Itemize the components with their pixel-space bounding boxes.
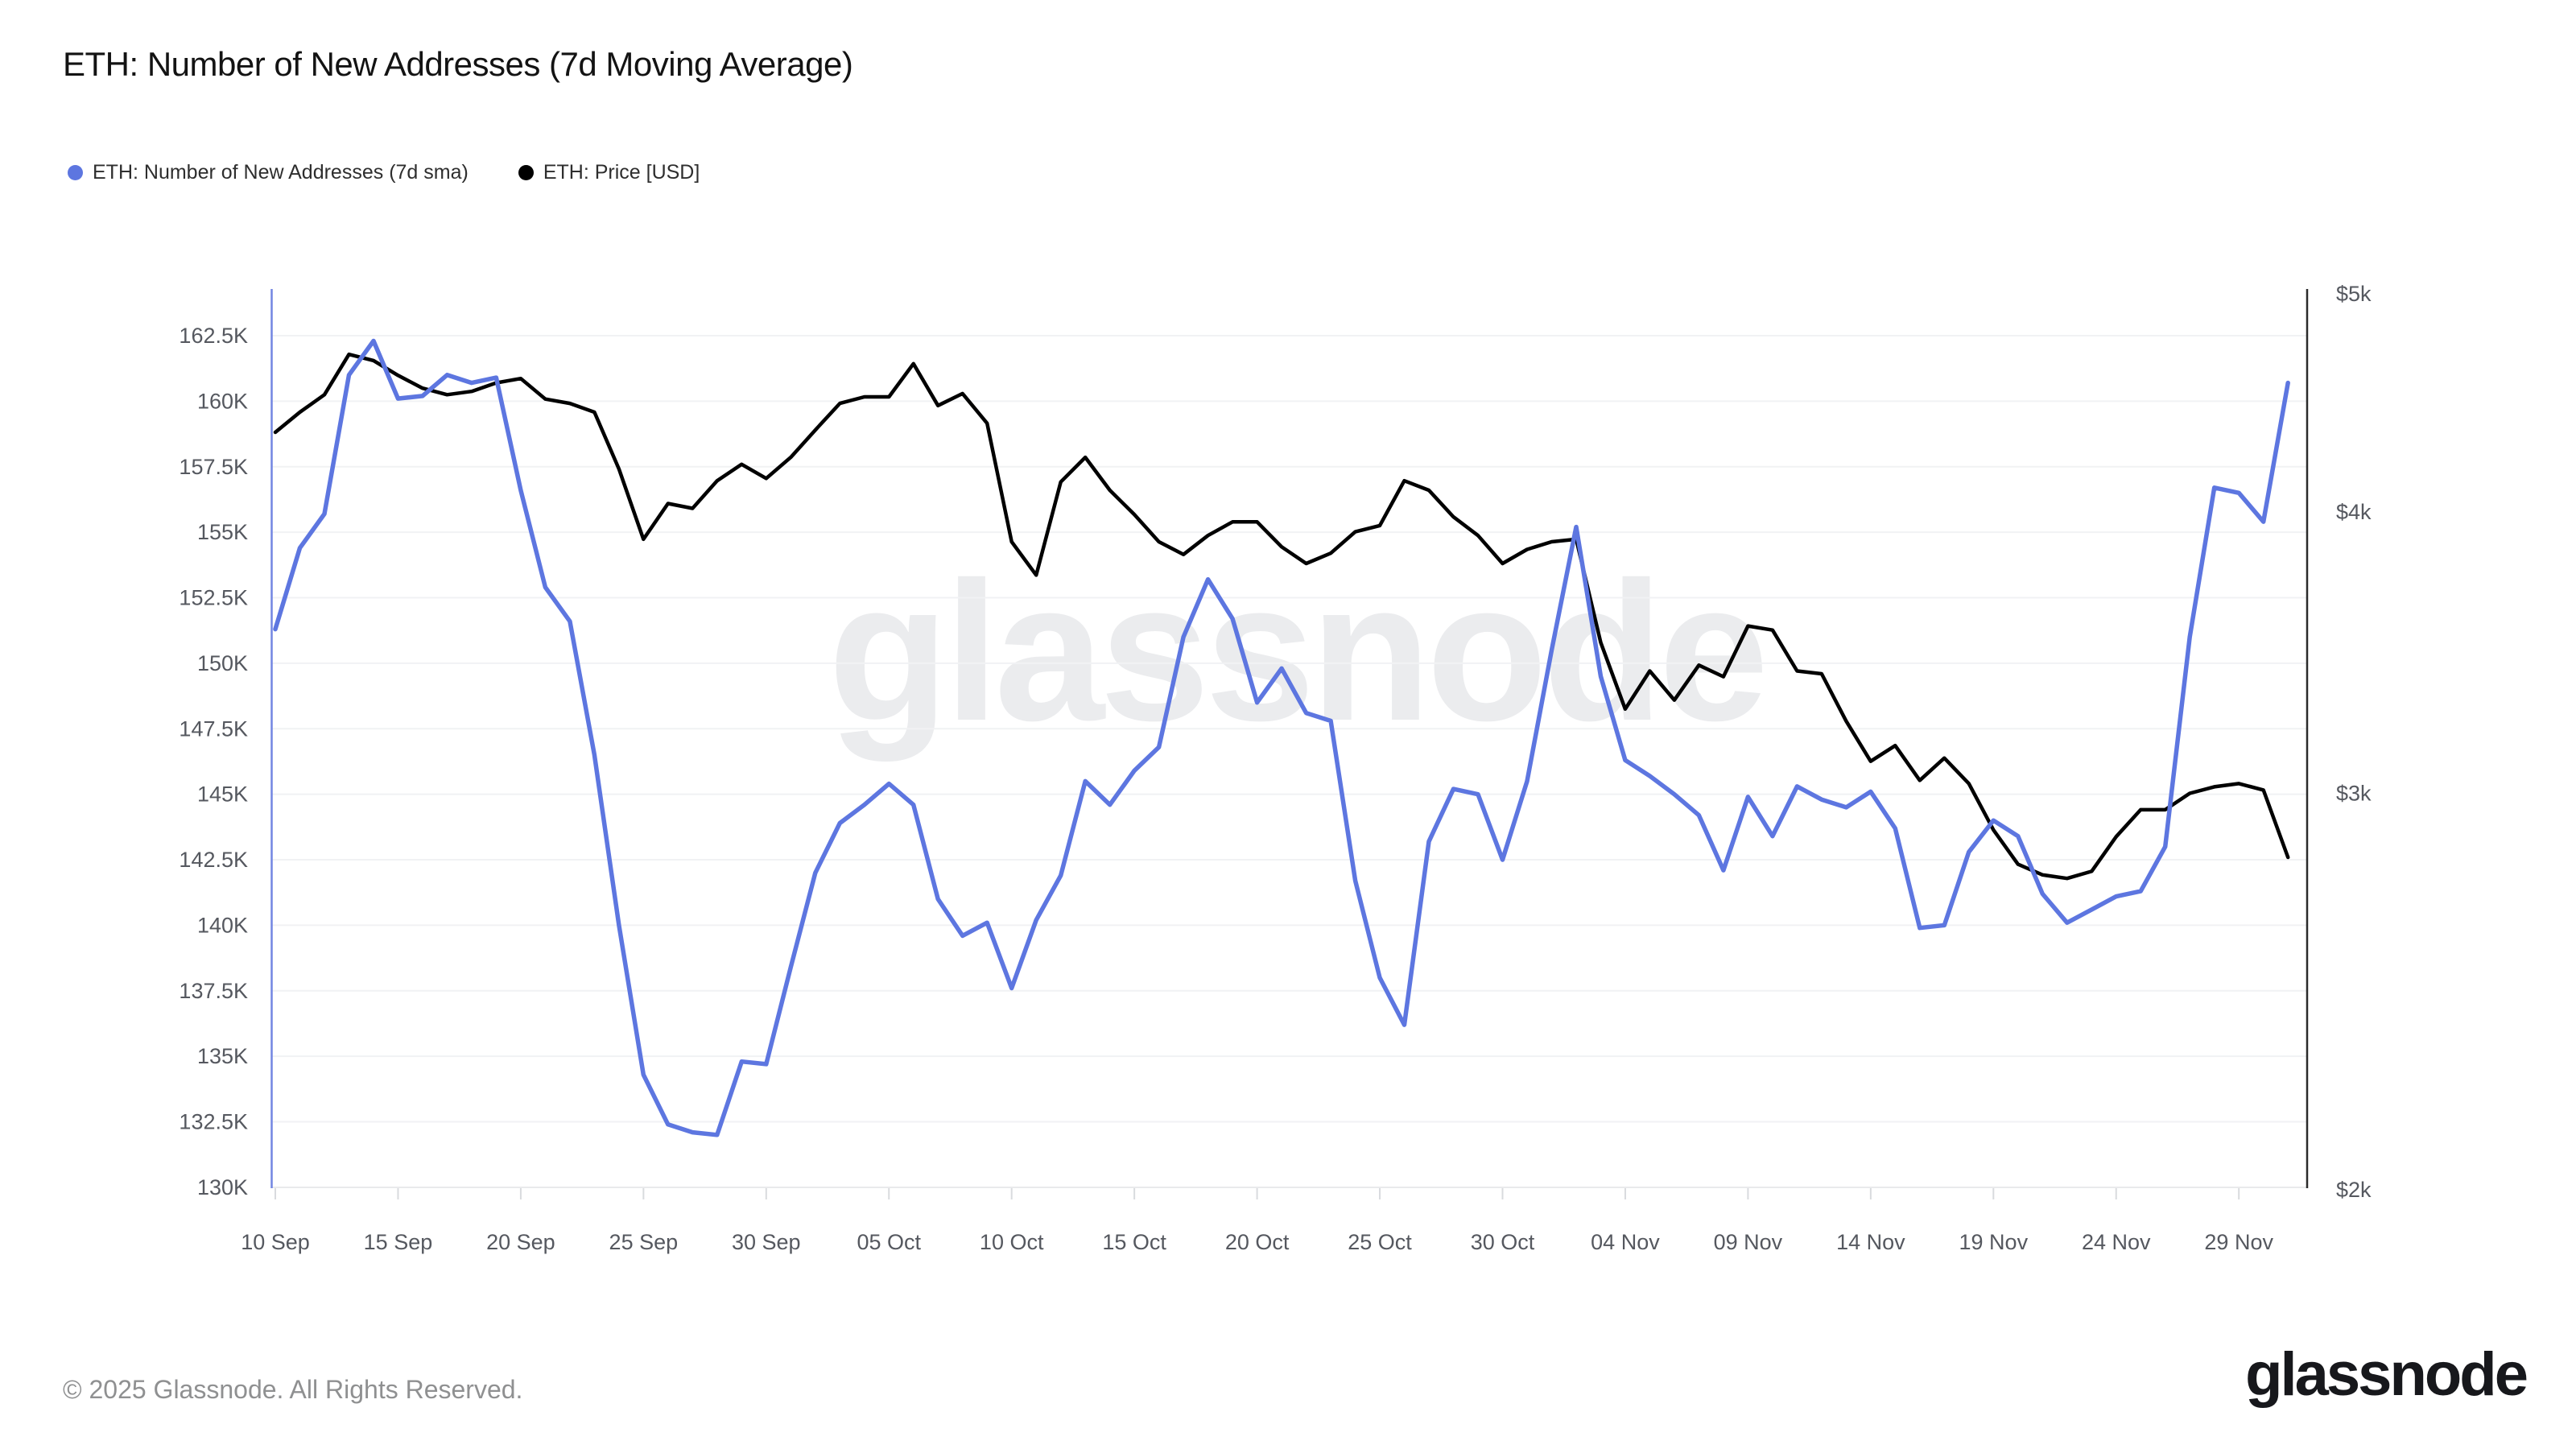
y-axis-left-tick-label: 157.5K xyxy=(179,455,248,479)
x-axis-tick-label: 20 Sep xyxy=(486,1230,555,1254)
y-axis-left-tick-label: 140K xyxy=(197,913,248,937)
y-axis-left-tick-label: 135K xyxy=(197,1044,248,1068)
glassnode-logo: glassnode xyxy=(2245,1340,2529,1409)
x-axis-tick-label: 24 Nov xyxy=(2082,1230,2151,1254)
y-axis-right-tick-label: $3k xyxy=(2336,781,2372,805)
x-axis-tick-label: 25 Oct xyxy=(1348,1230,1412,1254)
y-axis-left-tick-label: 147.5K xyxy=(179,716,248,741)
y-axis-left-tick-label: 152.5K xyxy=(179,586,248,610)
y-axis-right-tick-label: $4k xyxy=(2336,500,2372,524)
x-axis-tick-label: 30 Sep xyxy=(732,1230,801,1254)
y-axis-left-tick-label: 150K xyxy=(197,651,248,675)
x-axis-tick-label: 04 Nov xyxy=(1591,1230,1660,1254)
legend-label: ETH: Price [USD] xyxy=(543,161,700,184)
x-axis-tick-label: 19 Nov xyxy=(1959,1230,2029,1254)
glassnode-watermark: glassnode xyxy=(828,541,1769,762)
x-axis-tick-label: 09 Nov xyxy=(1714,1230,1783,1254)
x-axis-tick-label: 25 Sep xyxy=(609,1230,679,1254)
x-axis-tick-label: 14 Nov xyxy=(1836,1230,1905,1254)
x-axis-tick-label: 30 Oct xyxy=(1471,1230,1535,1254)
y-axis-right-tick-label: $2k xyxy=(2336,1178,2372,1202)
price-line-series[interactable] xyxy=(273,352,2290,881)
legend-item-new-addresses[interactable]: ETH: Number of New Addresses (7d sma) xyxy=(68,161,469,184)
x-axis-tick-label: 10 Sep xyxy=(241,1230,310,1254)
y-axis-left-tick-label: 155K xyxy=(197,520,248,544)
x-axis-tick-label: 20 Oct xyxy=(1225,1230,1290,1254)
y-axis-left-tick-label: 142.5K xyxy=(179,848,248,872)
legend-dot-blue-icon xyxy=(68,165,83,180)
y-axis-left-tick-label: 130K xyxy=(197,1175,248,1199)
chart-legend: ETH: Number of New Addresses (7d sma) ET… xyxy=(68,161,700,184)
x-axis-tick-label: 10 Oct xyxy=(980,1230,1044,1254)
x-axis-tick-label: 05 Oct xyxy=(857,1230,921,1254)
page-title: ETH: Number of New Addresses (7d Moving … xyxy=(63,45,853,83)
y-axis-left-tick-label: 137.5K xyxy=(179,979,248,1003)
y-axis-right-tick-label: $5k xyxy=(2336,282,2372,306)
x-axis-tick-label: 15 Oct xyxy=(1102,1230,1166,1254)
copyright-text: © 2025 Glassnode. All Rights Reserved. xyxy=(63,1375,523,1404)
x-axis-tick-label: 15 Sep xyxy=(364,1230,433,1254)
legend-label: ETH: Number of New Addresses (7d sma) xyxy=(93,161,469,184)
y-axis-left-tick-label: 132.5K xyxy=(179,1110,248,1134)
legend-dot-black-icon xyxy=(518,165,534,180)
y-axis-left-tick-label: 145K xyxy=(197,782,248,807)
legend-item-price[interactable]: ETH: Price [USD] xyxy=(518,161,700,184)
y-axis-left-tick-label: 162.5K xyxy=(179,324,248,348)
x-axis-tick-label: 29 Nov xyxy=(2204,1230,2273,1254)
y-axis-left-tick-label: 160K xyxy=(197,389,248,413)
new-addresses-line-series[interactable] xyxy=(273,338,2290,1137)
